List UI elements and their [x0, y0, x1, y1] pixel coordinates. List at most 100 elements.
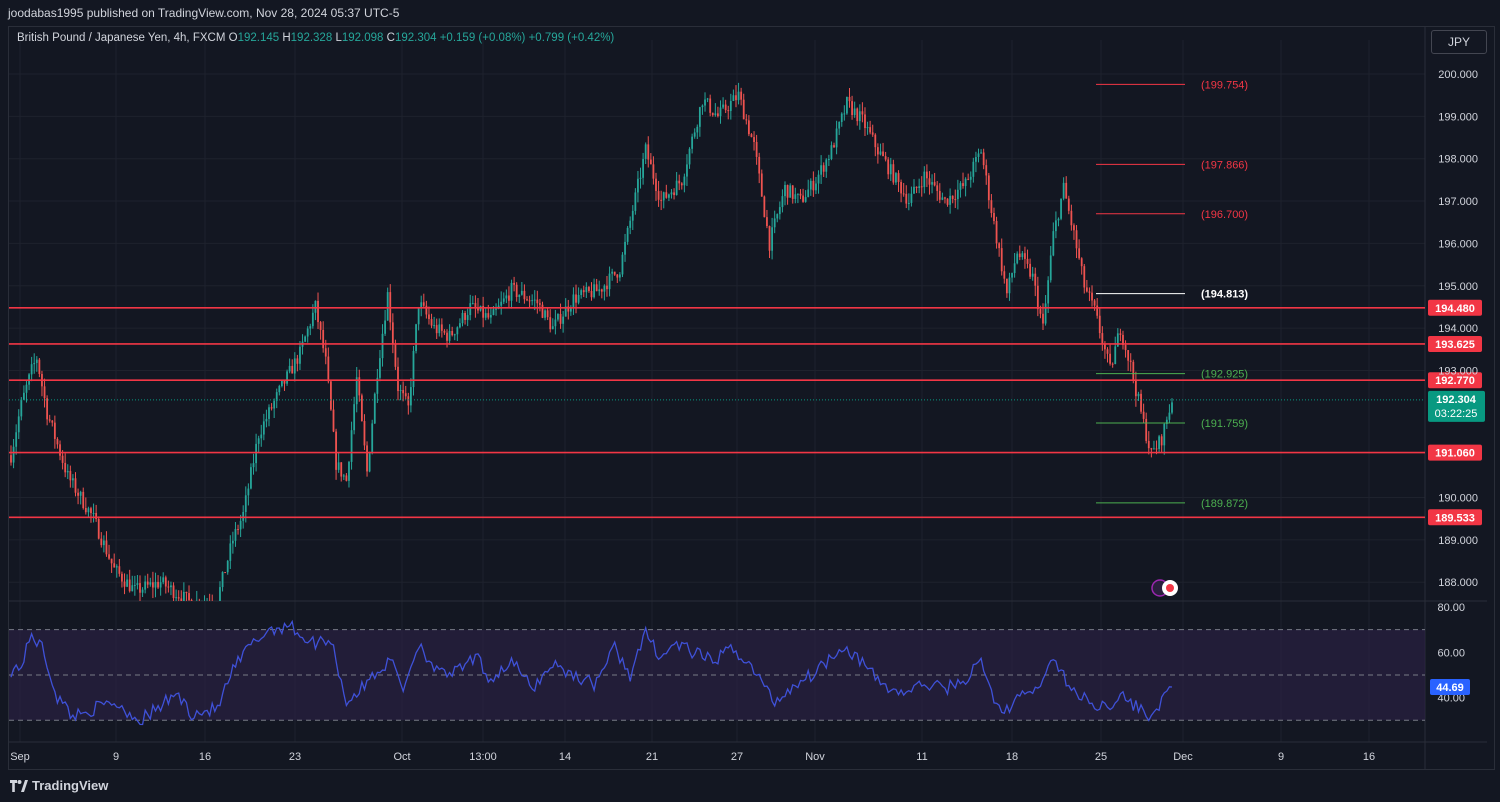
candle: [229, 535, 232, 569]
currency-button[interactable]: JPY: [1431, 30, 1487, 54]
candle-body: [371, 423, 374, 453]
candle: [804, 190, 807, 203]
candle-body: [985, 165, 988, 176]
candle: [500, 291, 503, 315]
candle: [270, 403, 273, 411]
alert-marker-icon: [1151, 579, 1178, 597]
candle: [288, 358, 291, 374]
candle: [273, 398, 276, 419]
candle-body: [79, 491, 82, 496]
candle-body: [644, 144, 647, 159]
candle: [1124, 340, 1127, 358]
candle: [425, 300, 428, 319]
candle-body: [1070, 210, 1073, 226]
symbol-name[interactable]: British Pound / Japanese Yen, 4h, FXCM: [17, 32, 226, 44]
candle: [177, 590, 180, 601]
candle: [853, 101, 856, 118]
candle-body: [487, 313, 490, 318]
candle-body: [1005, 278, 1008, 294]
footer: TradingView: [0, 770, 1500, 802]
candle-body: [835, 128, 838, 148]
candle-body: [366, 445, 368, 472]
candle-body: [353, 404, 356, 431]
candle-body: [25, 384, 28, 393]
candle: [884, 151, 887, 162]
candle-body: [541, 304, 544, 318]
candle-body: [283, 380, 286, 384]
candle: [299, 340, 301, 371]
candle-body: [1101, 333, 1104, 345]
candle: [167, 580, 170, 593]
candle-body: [77, 492, 79, 496]
candle-body: [464, 312, 466, 320]
candle: [340, 462, 343, 482]
candle: [204, 595, 205, 601]
candle: [631, 205, 634, 230]
candle-body: [975, 157, 977, 162]
candle-body: [255, 443, 257, 464]
candle-body: [1150, 448, 1153, 450]
candle: [1106, 347, 1109, 363]
candle-body: [188, 593, 190, 601]
candle: [544, 309, 546, 321]
candle: [64, 453, 67, 478]
candle: [170, 581, 172, 596]
candle: [84, 497, 87, 515]
candle: [1057, 217, 1060, 227]
candle-body: [1145, 418, 1148, 441]
candle: [838, 121, 841, 135]
candle-body: [399, 390, 402, 392]
candle: [1055, 211, 1057, 239]
tradingview-logo[interactable]: TradingView: [10, 778, 108, 793]
time-tick-label: Dec: [1173, 751, 1193, 763]
time-tick-label: 23: [289, 751, 301, 763]
candle-body: [330, 381, 332, 410]
candle-body: [815, 183, 817, 191]
tradingview-logo-icon: [10, 779, 28, 792]
time-tick-label: 11: [916, 751, 927, 763]
candle: [825, 158, 828, 178]
candle: [1145, 412, 1148, 444]
candle-body: [239, 520, 242, 530]
candle: [350, 421, 353, 470]
candle: [990, 194, 993, 218]
price-tick-label: 195.000: [1438, 281, 1478, 293]
rsi-value-tag: [1430, 678, 1470, 695]
candle: [448, 324, 451, 345]
candle-body: [1062, 182, 1065, 199]
candle-body: [1122, 334, 1124, 346]
candle-body: [732, 95, 735, 102]
candle: [515, 282, 518, 302]
candle: [1047, 276, 1050, 314]
candle: [657, 180, 660, 207]
price-tick-label: 190.000: [1438, 493, 1478, 505]
candle: [905, 185, 908, 209]
candle-body: [92, 512, 95, 514]
price-tick-label: 193.000: [1438, 365, 1478, 377]
close-value: 192.304: [394, 32, 437, 44]
candle: [402, 381, 405, 402]
candle: [1011, 272, 1013, 283]
candle-body: [35, 359, 38, 363]
candle-body: [938, 190, 941, 200]
candle-body: [30, 364, 33, 375]
symbol-legend: British Pound / Japanese Yen, 4h, FXCM O…: [17, 32, 614, 44]
candle-body: [376, 377, 379, 394]
candle: [763, 195, 766, 218]
candle-body: [980, 152, 982, 154]
candle-body: [551, 326, 554, 330]
candle-body: [397, 366, 399, 392]
candle: [1122, 330, 1124, 350]
candle: [87, 506, 90, 518]
candle-body: [273, 400, 276, 409]
candle-body: [528, 300, 531, 302]
candle-body: [64, 462, 67, 473]
candle: [1088, 287, 1091, 302]
candle-body: [956, 189, 959, 200]
candle-body: [404, 393, 407, 397]
time-tick-label: 13:00: [469, 751, 497, 763]
candle-body: [448, 331, 451, 341]
candle: [1114, 336, 1117, 365]
candle: [874, 133, 877, 157]
